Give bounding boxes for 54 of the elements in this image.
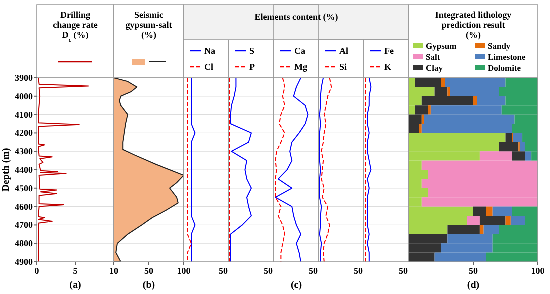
x-tick-label: 50 xyxy=(469,266,478,276)
legend-label: Si xyxy=(340,62,348,72)
y-tick-label: 4600 xyxy=(15,202,34,212)
bar xyxy=(448,225,480,234)
y-tick-label: 4000 xyxy=(15,91,34,102)
x-tick-label: 10 xyxy=(110,266,119,276)
bar xyxy=(480,225,484,234)
x-tick-label: 0 xyxy=(34,266,40,276)
chart-title: Elements content (%) xyxy=(254,12,338,22)
legend-label: Clay xyxy=(426,63,444,73)
y-tick-label: 4900 xyxy=(15,257,34,267)
chart-title: Seismic gypsum-salt (%) xyxy=(126,10,172,40)
legend-label: Al xyxy=(340,46,349,56)
legend-label: Mg xyxy=(294,62,308,72)
x-axis-title: (c) xyxy=(290,280,302,291)
x-axis-title: (d) xyxy=(467,280,480,291)
legend-label: K xyxy=(384,62,392,72)
bar xyxy=(428,106,431,115)
legend-label: Limestone xyxy=(488,52,526,62)
legend-label: P xyxy=(250,62,256,72)
bar xyxy=(506,216,511,226)
x-tick-label: 100 xyxy=(177,266,192,276)
legend-label: Salt xyxy=(426,52,440,62)
x-tick-label: 50 xyxy=(144,266,154,276)
y-axis-title: Depth (m) xyxy=(1,148,12,192)
y-tick-label: 4100 xyxy=(15,110,34,120)
x-tick-label: 5 xyxy=(73,266,78,276)
bar xyxy=(422,114,424,124)
bar xyxy=(474,96,478,106)
legend-label: S xyxy=(250,46,255,56)
chart-title: Drilling change rate D$_{c}$ (%) xyxy=(53,10,98,44)
y-tick-label: 3900 xyxy=(15,73,34,83)
y-tick-label: 4700 xyxy=(15,220,34,230)
bar xyxy=(525,152,532,161)
legend-label: Cl xyxy=(204,62,214,72)
legend-label: Gypsum xyxy=(426,41,457,51)
bar xyxy=(419,124,422,134)
legend-label: Sandy xyxy=(488,41,512,51)
x-tick-label: 100 xyxy=(531,266,546,276)
bar xyxy=(486,206,493,216)
legend-label: Na xyxy=(204,46,216,56)
y-tick-label: 4800 xyxy=(15,238,34,249)
bar xyxy=(448,87,450,96)
x-axis-title: (b) xyxy=(142,280,156,291)
legend-label: Fe xyxy=(384,46,394,56)
legend-label: Ca xyxy=(294,46,306,56)
legend-label: Dolomite xyxy=(488,63,522,73)
y-tick-label: 4500 xyxy=(15,183,34,194)
x-axis-title: (a) xyxy=(70,280,82,291)
y-tick-label: 4200 xyxy=(15,128,34,138)
chart-title: Integrated lithology prediction result (%) xyxy=(435,10,512,40)
y-tick-label: 4400 xyxy=(15,165,34,175)
y-tick-label: 4300 xyxy=(15,146,34,157)
bar xyxy=(467,216,480,226)
